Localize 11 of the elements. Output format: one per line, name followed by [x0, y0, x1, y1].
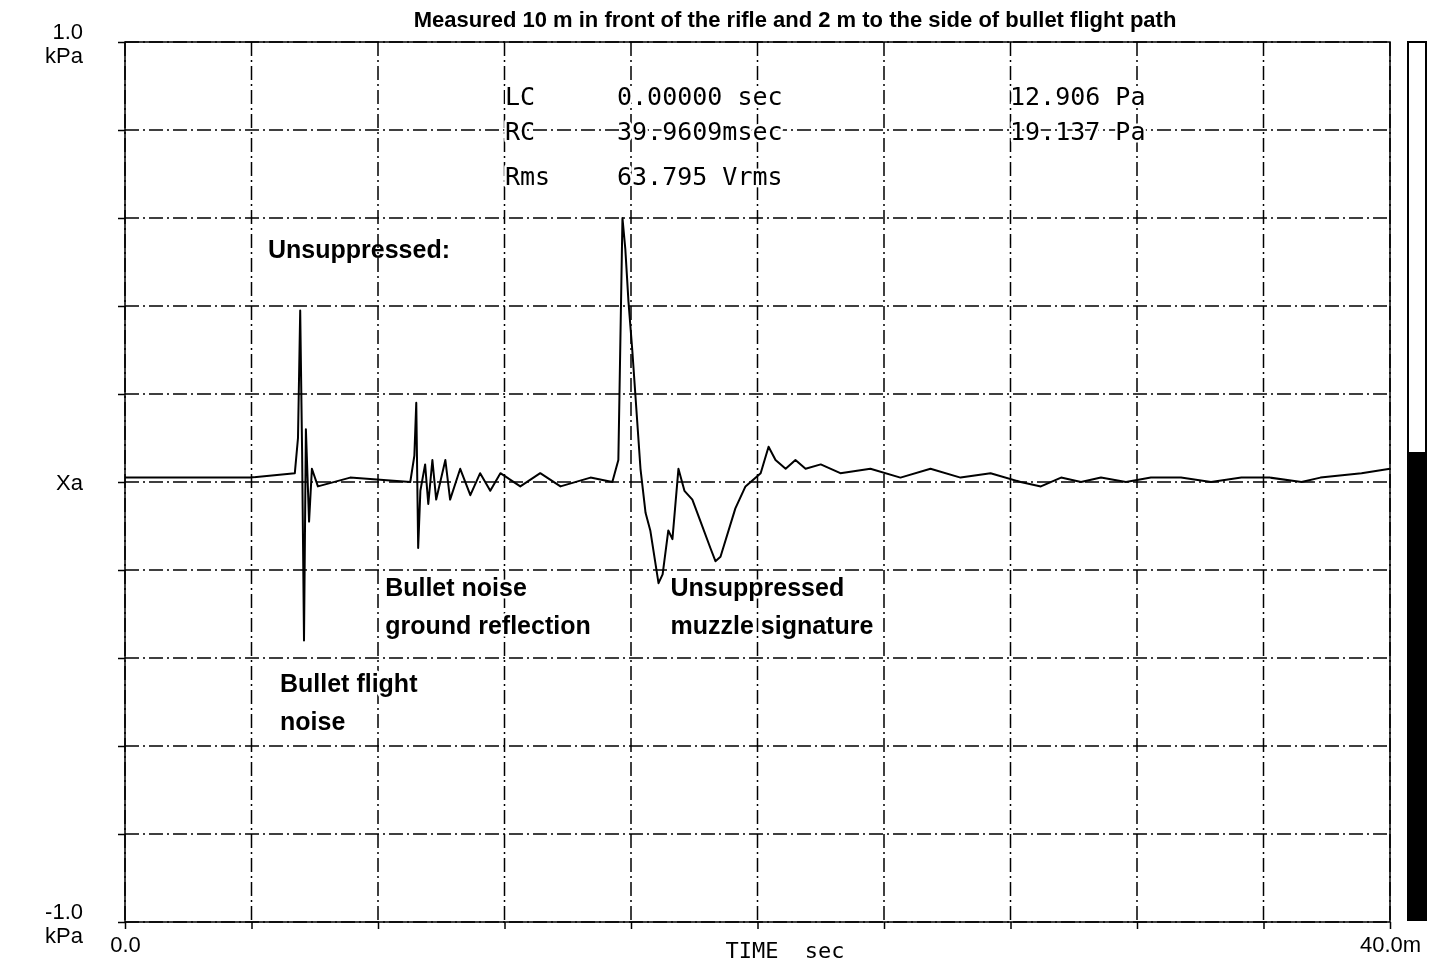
annotation: Bullet flight noise [280, 669, 419, 736]
x-tick-label: 40.0m [1359, 931, 1422, 957]
x-tick-label: 0.0 [110, 931, 141, 957]
y-tick-label: -1.0 kPa [45, 899, 84, 949]
annotation: Unsuppressed: [268, 235, 450, 263]
y-tick-label: Xa [56, 470, 84, 496]
y-tick-label: 1.0 kPa [45, 19, 84, 69]
x-axis-title: TIME sec [725, 938, 845, 963]
chart-title: Measured 10 m in front of the rifle and 2 m to the side of bullet flight path [413, 7, 1177, 32]
annotation: Unsuppressed muzzle signature [670, 573, 874, 640]
text: Rms 63.795 Vrms [505, 162, 783, 191]
